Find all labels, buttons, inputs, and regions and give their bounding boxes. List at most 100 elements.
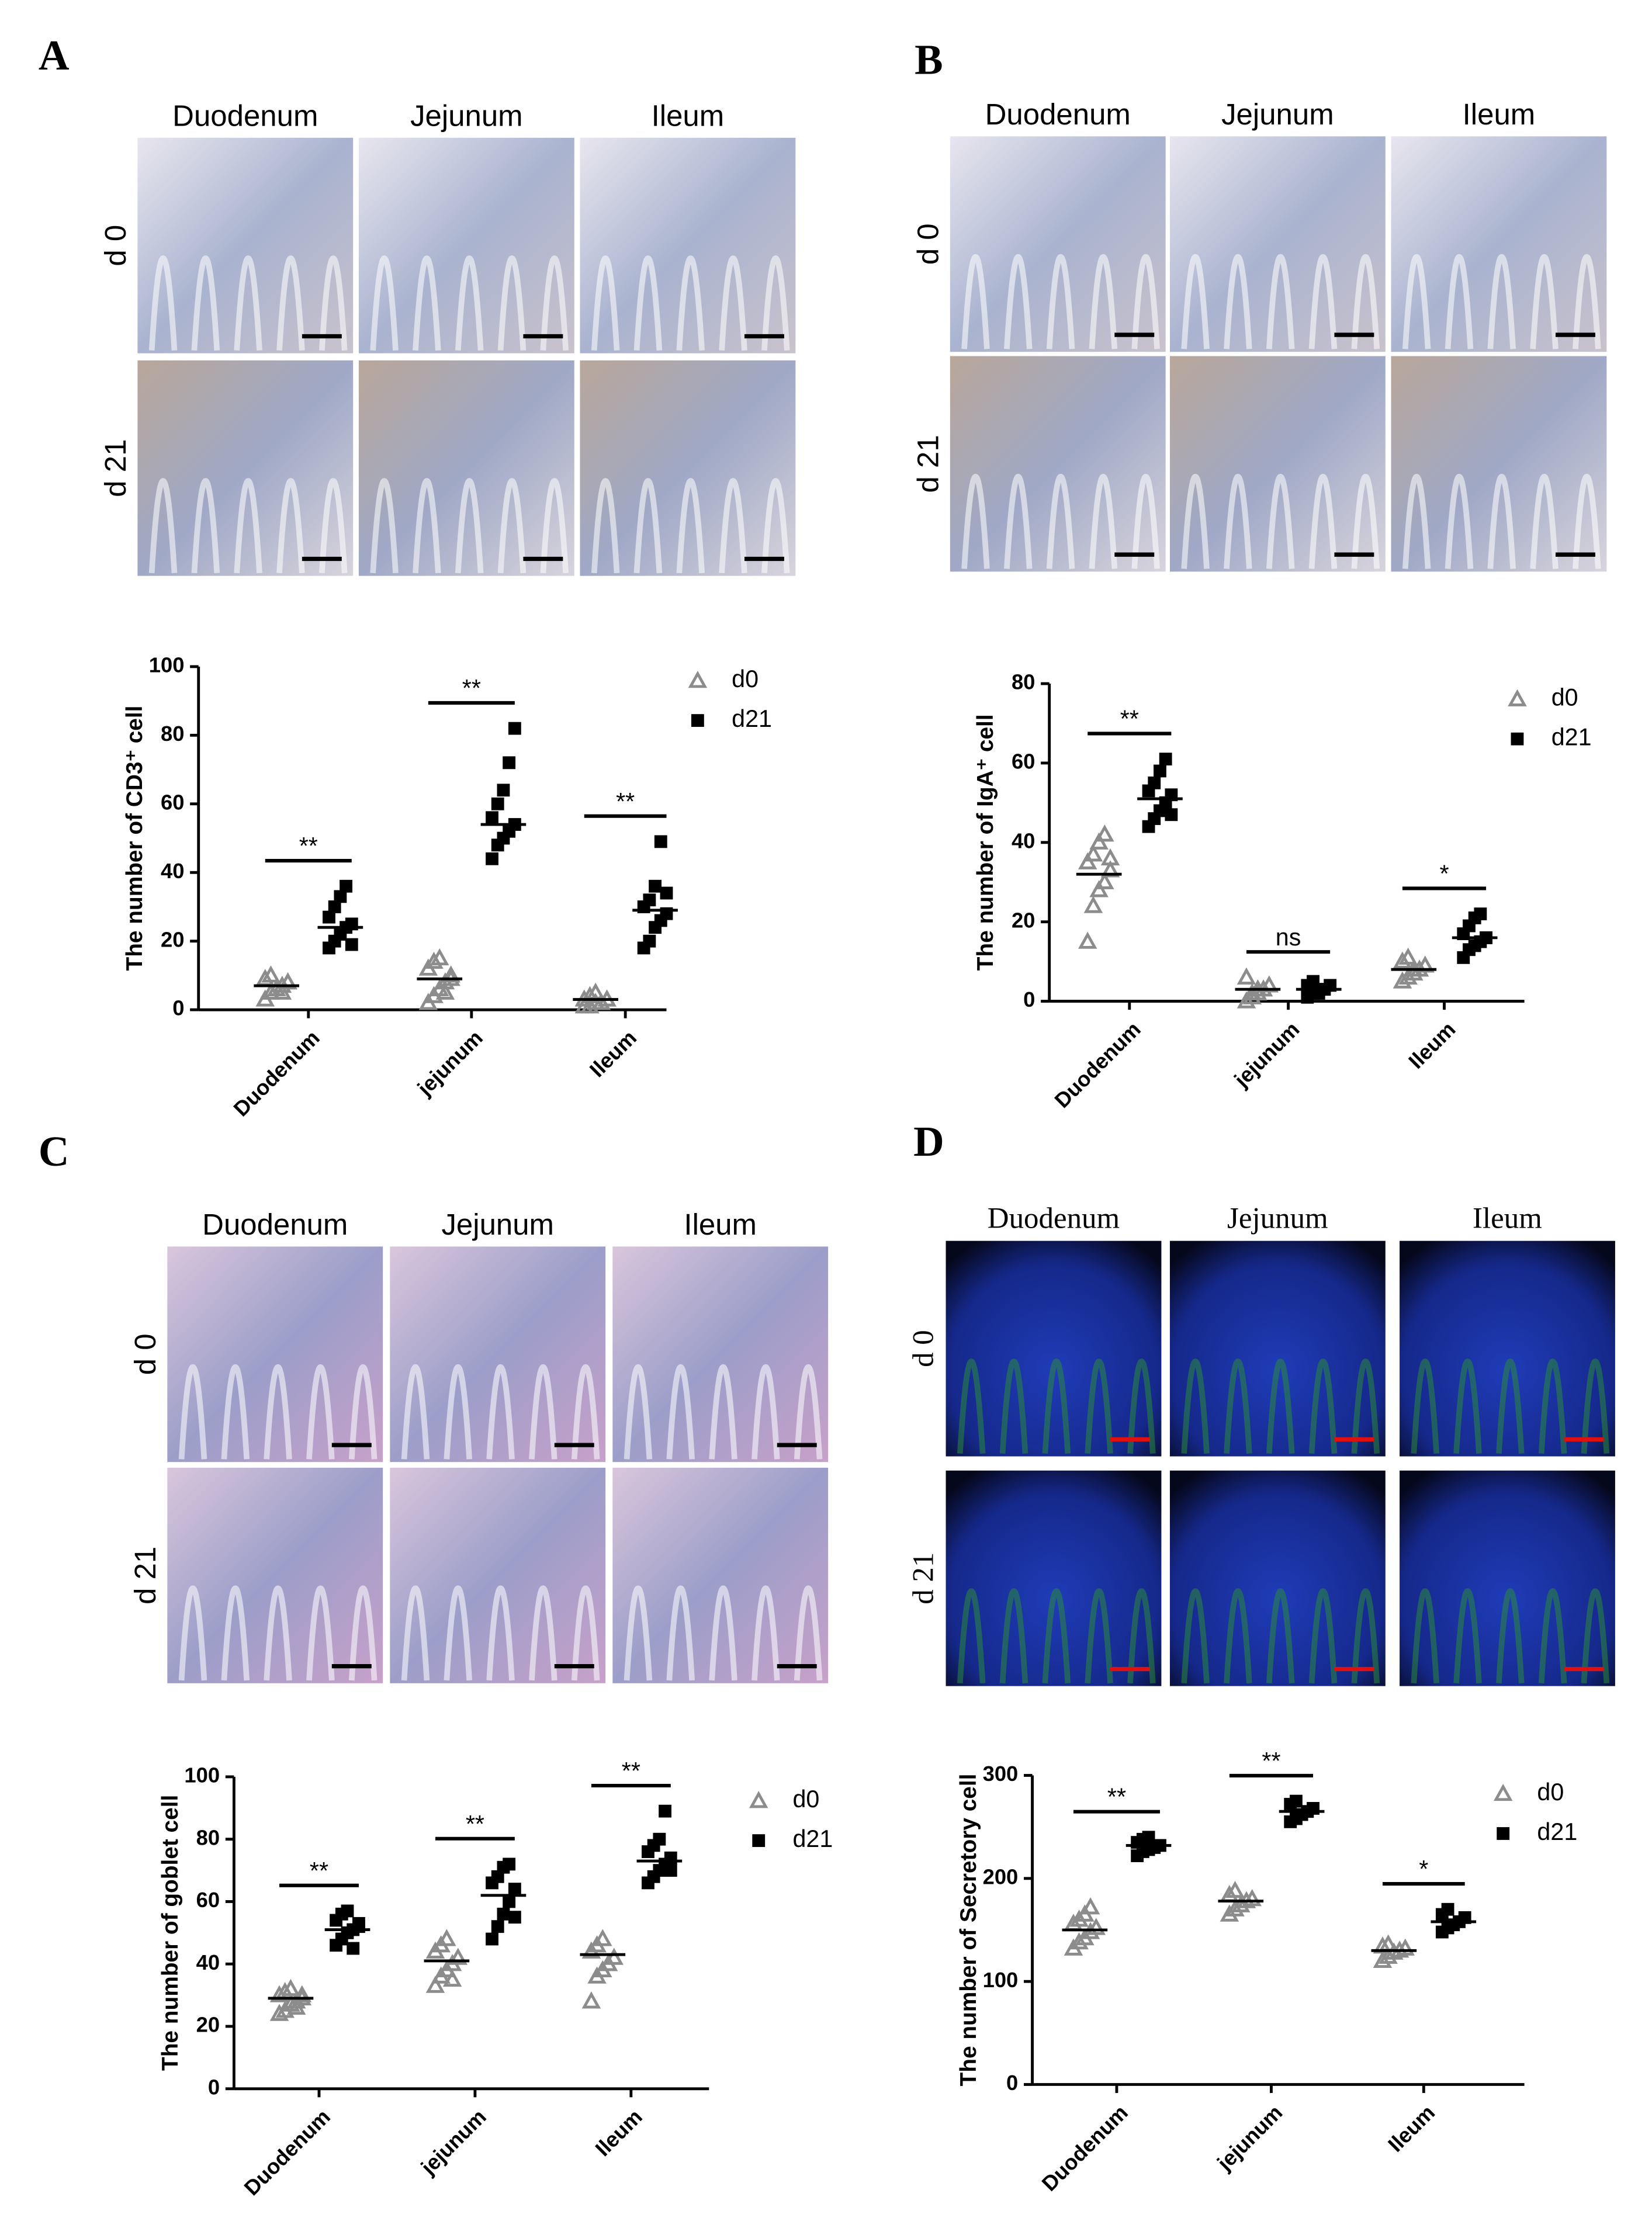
villus (1445, 474, 1474, 569)
villus (1046, 474, 1075, 569)
villus (761, 478, 790, 574)
villus (624, 1364, 653, 1460)
data-point (1393, 951, 1412, 969)
data-point (1083, 844, 1103, 862)
villus (591, 255, 620, 351)
data-point (430, 948, 449, 966)
villus (148, 478, 178, 574)
villus (633, 255, 663, 351)
villus (1042, 1588, 1071, 1684)
legend-marker (752, 1834, 766, 1848)
villus (676, 255, 705, 351)
data-point (1089, 880, 1109, 897)
data-point (486, 1932, 498, 1946)
data-point (1404, 963, 1424, 981)
data-point (508, 1911, 521, 1924)
villus (751, 1585, 780, 1681)
legend-marker (1497, 1827, 1510, 1840)
data-point (1148, 776, 1161, 789)
significance-label: ** (1262, 1748, 1280, 1775)
villus (1085, 1358, 1113, 1454)
x-tick-label: jejunum (416, 2105, 491, 2179)
villus (1266, 254, 1295, 349)
data-point (292, 1985, 312, 2002)
column-label: Ileum (1463, 98, 1536, 131)
data-point (1373, 1950, 1393, 1969)
y-tick-label: 60 (196, 1888, 220, 1912)
data-point (1078, 931, 1097, 949)
y-tick-label: 20 (1012, 908, 1035, 932)
villus (306, 1364, 335, 1460)
data-point (1165, 808, 1178, 822)
villus (571, 1585, 600, 1681)
villus (1573, 474, 1601, 569)
data-point (1100, 860, 1120, 878)
villus (1042, 1358, 1071, 1454)
villus (486, 1585, 515, 1681)
villus (178, 1364, 207, 1460)
row-label: d 21 (99, 439, 132, 497)
villus (999, 1358, 1028, 1454)
data-point (1393, 971, 1412, 989)
villus (1308, 1358, 1338, 1454)
villus (1131, 474, 1160, 569)
villus (221, 1585, 250, 1681)
data-point (491, 797, 504, 810)
villus (1181, 1358, 1210, 1454)
y-axis-label: The number of CD3⁺ cell (122, 706, 147, 971)
y-axis-label: The number of goblet cell (158, 1795, 183, 2071)
column-label: Duodenum (988, 1202, 1120, 1235)
villus (719, 255, 747, 351)
row-label: d 0 (129, 1333, 162, 1375)
data-point (1086, 1918, 1106, 1935)
villus (413, 478, 441, 574)
data-point (604, 1947, 624, 1965)
data-point (1259, 975, 1279, 993)
data-point (269, 2004, 289, 2021)
villus (1496, 1358, 1525, 1454)
x-tick-label: Duodenum (1050, 1017, 1145, 1113)
y-tick-label: 200 (983, 1864, 1019, 1888)
villus (529, 1364, 557, 1460)
villus (455, 255, 484, 351)
data-point (486, 811, 498, 824)
villus (957, 1358, 986, 1454)
villus (1224, 474, 1252, 569)
villus (676, 478, 705, 574)
villus (1402, 254, 1431, 349)
x-tick-label: Ileum (591, 2105, 647, 2161)
villus (1351, 254, 1380, 349)
villus (1487, 474, 1516, 569)
villus (709, 1364, 737, 1460)
data-point (1307, 975, 1319, 988)
villus (794, 1364, 823, 1460)
villus (444, 1585, 473, 1681)
villus (178, 1585, 207, 1681)
x-tick-label: Ileum (585, 1025, 641, 1082)
x-tick-label: Ileum (1404, 1017, 1460, 1073)
data-point (1225, 1899, 1245, 1917)
data-point (1069, 1932, 1089, 1950)
data-point (1415, 955, 1435, 973)
data-point (424, 951, 444, 969)
data-point (435, 982, 455, 1000)
column-label: Ileum (1473, 1202, 1542, 1235)
panel-letter: A (39, 32, 70, 79)
villus (486, 1364, 515, 1460)
column-label: Jejunum (1227, 1202, 1328, 1235)
x-tick-label: jejunum (1212, 2101, 1287, 2175)
villus (1131, 254, 1160, 349)
villus (264, 1585, 292, 1681)
data-point (1373, 1936, 1393, 1954)
villus (1581, 1588, 1610, 1684)
column-label: Duodenum (202, 1208, 348, 1241)
villus (1453, 1588, 1482, 1684)
villus (221, 1364, 250, 1460)
legend-label: d21 (1551, 724, 1592, 751)
villus (348, 1585, 377, 1681)
villus (1004, 254, 1033, 349)
row-label: d 21 (129, 1547, 162, 1604)
data-point (1290, 1794, 1303, 1808)
legend-marker (688, 671, 708, 688)
